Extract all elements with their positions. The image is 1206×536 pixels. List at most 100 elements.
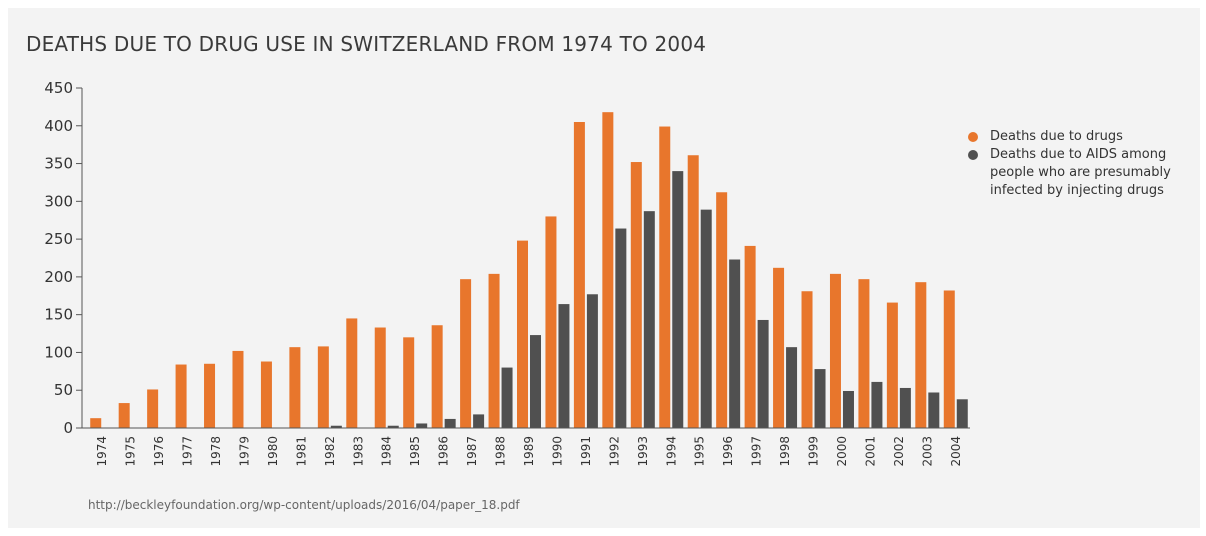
bar-drugs bbox=[317, 346, 329, 428]
legend-label-aids-line-1: Deaths due to AIDS among bbox=[990, 147, 1167, 162]
bar-aids bbox=[416, 423, 428, 428]
bar-aids bbox=[700, 209, 712, 428]
x-tick-label: 1987 bbox=[465, 436, 479, 467]
x-tick-label: 1998 bbox=[778, 436, 792, 467]
legend-label-aids-line-2: people who are presumably bbox=[990, 165, 1171, 180]
legend: Deaths due to drugs Deaths due to AIDS a… bbox=[968, 128, 1171, 200]
bar-drugs bbox=[716, 192, 728, 428]
bar-aids bbox=[814, 369, 826, 428]
x-tick-label: 2001 bbox=[863, 436, 877, 467]
x-tick-label: 1999 bbox=[807, 436, 821, 467]
bar-drugs bbox=[147, 389, 159, 428]
bar-drugs bbox=[602, 112, 614, 429]
x-axis: 1974 1975 1976 1977 1978 1979 1980 1981 1982 1983… bbox=[82, 427, 970, 467]
y-axis: 0 50 100 150 200 250 300 350 400 450 bbox=[44, 79, 83, 437]
legend-item-aids: Deaths due to AIDS among people who are … bbox=[968, 146, 1171, 200]
bar-drugs bbox=[630, 162, 642, 429]
bar-drugs bbox=[858, 279, 870, 428]
x-tick-label: 2003 bbox=[920, 436, 934, 467]
x-tick-label: 1995 bbox=[693, 436, 707, 467]
bar-drugs bbox=[773, 267, 785, 428]
bar-aids bbox=[899, 387, 911, 428]
x-tick-label: 1990 bbox=[550, 436, 564, 467]
x-tick-label: 1988 bbox=[494, 436, 508, 467]
y-tick-label: 350 bbox=[44, 155, 73, 173]
x-tick-label: 1989 bbox=[522, 436, 536, 467]
bar-drugs bbox=[801, 291, 813, 428]
bar-aids bbox=[928, 392, 940, 428]
y-tick-label: 0 bbox=[63, 419, 73, 437]
x-tick-label: 1977 bbox=[181, 436, 195, 467]
bar-aids bbox=[871, 381, 883, 428]
bar-aids bbox=[444, 418, 456, 428]
bar-aids bbox=[757, 319, 769, 428]
y-tick-label: 250 bbox=[44, 230, 73, 248]
x-tick-label: 1984 bbox=[380, 436, 394, 467]
bar-drugs bbox=[232, 350, 244, 428]
bar-aids bbox=[530, 335, 541, 428]
bar-drugs bbox=[943, 290, 955, 428]
x-tick-label: 1974 bbox=[95, 436, 109, 467]
bar-drugs bbox=[829, 273, 841, 428]
x-tick-label: 1978 bbox=[209, 436, 223, 467]
x-tick-label: 2000 bbox=[835, 436, 849, 467]
bar-aids bbox=[786, 347, 798, 428]
x-tick-label: 1986 bbox=[437, 436, 451, 467]
legend-dot-drugs bbox=[968, 132, 978, 142]
bar-aids bbox=[643, 211, 655, 428]
bar-drugs bbox=[260, 361, 272, 428]
bar-drugs bbox=[289, 347, 301, 428]
legend-label-drugs: Deaths due to drugs bbox=[990, 129, 1123, 144]
bar-drugs bbox=[659, 126, 671, 428]
bar-drugs bbox=[517, 240, 528, 428]
y-tick-label: 200 bbox=[44, 268, 73, 286]
x-tick-label: 1983 bbox=[351, 436, 365, 467]
bar-drugs bbox=[573, 122, 585, 428]
chart-plot: 0 50 100 150 200 250 300 350 400 450 1974 1975 1976… bbox=[44, 79, 970, 467]
bar-drugs bbox=[175, 364, 187, 428]
x-tick-label: 1975 bbox=[124, 436, 138, 467]
bar-aids bbox=[729, 259, 741, 428]
y-tick-label: 50 bbox=[54, 381, 73, 399]
bar-drugs bbox=[488, 273, 500, 428]
bar-aids bbox=[330, 425, 342, 428]
x-tick-label: 1992 bbox=[607, 436, 621, 467]
x-tick-label: 1993 bbox=[636, 436, 650, 467]
y-tick-label: 300 bbox=[44, 192, 73, 210]
y-tick-label: 150 bbox=[44, 306, 73, 324]
y-tick-label: 400 bbox=[44, 117, 73, 135]
bar-drugs bbox=[204, 363, 216, 428]
y-tick-label: 450 bbox=[44, 79, 73, 97]
bar-aids bbox=[387, 425, 399, 428]
legend-label-aids-line-3: infected by injecting drugs bbox=[990, 183, 1164, 198]
bar-aids bbox=[615, 228, 627, 428]
bar-aids bbox=[473, 414, 485, 428]
bar-aids bbox=[956, 399, 968, 428]
bars bbox=[90, 112, 968, 429]
bar-drugs bbox=[886, 302, 898, 428]
y-tick-label: 100 bbox=[44, 343, 73, 361]
bar-drugs bbox=[687, 155, 699, 429]
bar-drugs bbox=[431, 325, 443, 428]
x-tick-label: 1982 bbox=[323, 436, 337, 467]
x-tick-label: 1976 bbox=[152, 436, 166, 467]
bar-drugs bbox=[460, 279, 472, 428]
bar-aids bbox=[586, 294, 598, 428]
bar-drugs bbox=[545, 216, 557, 428]
x-tick-label: 1979 bbox=[237, 436, 251, 467]
bar-aids bbox=[672, 171, 684, 429]
x-tick-label: 1991 bbox=[579, 436, 593, 467]
x-tick-label: 2002 bbox=[892, 436, 906, 467]
bar-drugs bbox=[915, 282, 927, 428]
chart-card: DEATHS DUE TO DRUG USE IN SWITZERLAND FR… bbox=[8, 8, 1200, 528]
x-tick-label: 1985 bbox=[408, 436, 422, 467]
legend-dot-aids bbox=[968, 150, 978, 160]
legend-item-drugs: Deaths due to drugs bbox=[968, 128, 1171, 146]
x-tick-label: 1994 bbox=[664, 436, 678, 467]
x-tick-label: 2004 bbox=[949, 436, 963, 467]
x-tick-label: 1980 bbox=[266, 436, 280, 467]
x-tick-label: 1981 bbox=[294, 436, 308, 467]
bar-aids bbox=[842, 390, 854, 428]
bar-drugs bbox=[90, 418, 102, 428]
source-citation: http://beckleyfoundation.org/wp-content/… bbox=[88, 498, 520, 512]
